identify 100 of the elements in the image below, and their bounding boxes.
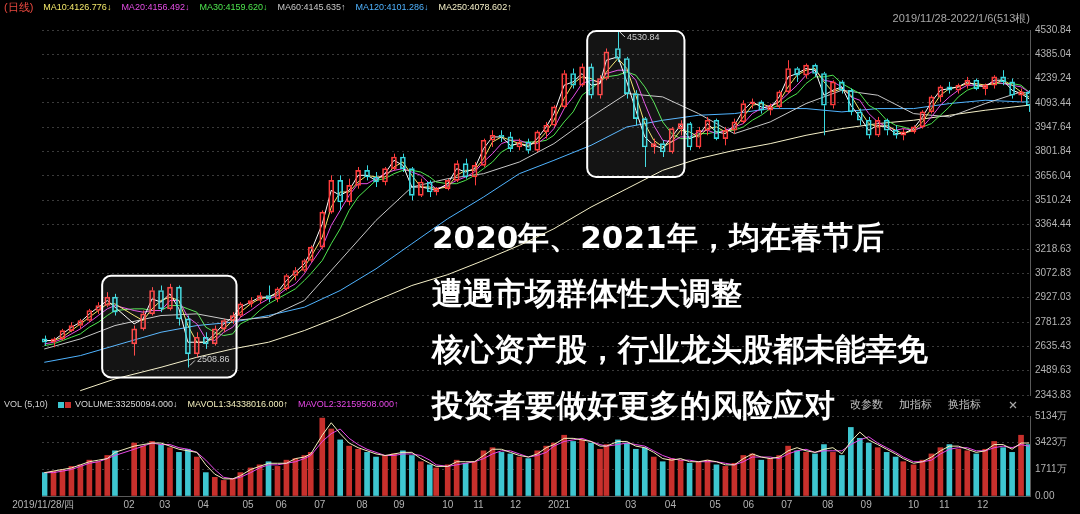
- candlestick: [740, 99, 747, 125]
- candlestick: [776, 89, 782, 110]
- bar: [112, 450, 118, 496]
- bar: [632, 448, 639, 496]
- y-tick-label: 2343.83: [1035, 388, 1072, 400]
- bar: [973, 453, 980, 496]
- x-tick-label: 03: [625, 498, 637, 510]
- bar: [42, 472, 48, 496]
- annotation: 4530.84: [626, 32, 660, 43]
- candlestick: [785, 59, 791, 95]
- x-tick-label: 10: [907, 498, 920, 510]
- candlestick: [830, 79, 836, 110]
- bar: [355, 448, 361, 496]
- text: MA120:4101.286↓: [355, 2, 429, 13]
- bar: [382, 455, 388, 496]
- bar: [588, 442, 594, 496]
- y-tick-label: 1711万: [1035, 463, 1067, 475]
- chart-title: VOL (5,10): [4, 399, 48, 410]
- y-tick-label: 3218.63: [1035, 242, 1072, 254]
- bar: [794, 450, 800, 496]
- bar: [140, 445, 146, 496]
- bar: [659, 461, 666, 496]
- bar: [964, 450, 971, 496]
- bar: [319, 417, 326, 496]
- annotation: 2508.86: [196, 353, 230, 364]
- x-tick-label: 2021: [547, 498, 571, 510]
- y-tick-label: 4093.44: [1035, 96, 1072, 108]
- annotation: 遭遇市场群体性大调整: [432, 275, 742, 312]
- bar: [839, 455, 845, 496]
- bar: [874, 447, 881, 496]
- bar: [803, 452, 809, 496]
- text: MA250:4078.602↑: [438, 2, 512, 13]
- bar: [373, 456, 379, 496]
- y-tick-label: 2927.03: [1035, 291, 1072, 303]
- bar: [615, 439, 621, 496]
- x-tick-label: 03: [159, 498, 171, 510]
- bar: [104, 455, 111, 496]
- candlestick: [373, 171, 379, 188]
- bar: [758, 459, 765, 496]
- candlestick: [758, 99, 765, 115]
- y-tick-label: 2489.63: [1035, 364, 1072, 376]
- x-tick-label: 04: [664, 498, 677, 510]
- bar: [346, 445, 352, 496]
- y-tick-label: 3947.64: [1035, 121, 1072, 133]
- candlestick: [839, 79, 845, 95]
- text: 加指标: [899, 398, 932, 411]
- bar: [149, 441, 155, 496]
- bar: [856, 438, 863, 496]
- text: 换指标: [948, 398, 981, 411]
- bar: [131, 442, 137, 496]
- bar: [740, 455, 747, 496]
- text: MA60:4145.635↑: [277, 2, 346, 13]
- bar: [158, 444, 164, 496]
- x-tick-label: 08: [822, 498, 834, 510]
- bar: [220, 480, 227, 496]
- x-tick-label: 12: [977, 498, 989, 510]
- x-tick-label: 11: [939, 498, 950, 510]
- text: MAVOL2:32159508.000↑: [297, 399, 399, 410]
- x-tick-label: 04: [197, 498, 210, 510]
- bar: [767, 458, 774, 496]
- bar: [167, 447, 173, 496]
- bar: [229, 478, 236, 496]
- chart-title: (日线): [4, 1, 34, 14]
- candlestick: [307, 244, 314, 263]
- bar: [176, 452, 182, 496]
- bar: [1009, 452, 1015, 496]
- bar: [194, 456, 200, 496]
- text: MAVOL1:34338016.000↑: [187, 399, 288, 410]
- y-tick-label: 3423万: [1035, 436, 1068, 448]
- annotation: 投资者要做好更多的风险应对: [431, 387, 835, 424]
- bar: [785, 445, 791, 496]
- x-tick-label: 06: [275, 498, 288, 510]
- bar: [991, 441, 997, 496]
- bar: [982, 448, 989, 496]
- bar: [561, 434, 567, 496]
- x-tick-label: 02: [123, 498, 136, 510]
- candlestick: [319, 209, 326, 250]
- x-tick-label: 09: [860, 498, 873, 510]
- bar: [337, 439, 344, 496]
- x-tick-label: 06: [742, 498, 755, 510]
- x-tick-label: 07: [314, 498, 326, 510]
- x-tick-label: 11: [473, 498, 485, 510]
- bar: [624, 442, 630, 496]
- legend-label: VOLUME:33250094.000↓: [75, 399, 178, 410]
- bar: [417, 461, 424, 496]
- bar: [391, 453, 397, 496]
- bar: [543, 445, 550, 496]
- bar: [848, 427, 854, 496]
- x-tick-label: 08: [356, 498, 368, 510]
- y-tick-label: 2635.43: [1035, 340, 1072, 352]
- candlestick: [328, 174, 335, 215]
- chart-subtitle: 2019/11/28-2022/1/6(513根): [892, 12, 1030, 25]
- text: MA10:4126.776↓: [43, 2, 112, 13]
- y-tick-label: 2781.23: [1035, 315, 1072, 327]
- bar: [426, 464, 433, 496]
- bar: [534, 450, 541, 496]
- bar: [409, 455, 415, 496]
- candlestick: [426, 179, 433, 198]
- bar: [1025, 444, 1030, 496]
- annotation: 核心资产股，行业龙头股都未能幸免: [431, 331, 928, 368]
